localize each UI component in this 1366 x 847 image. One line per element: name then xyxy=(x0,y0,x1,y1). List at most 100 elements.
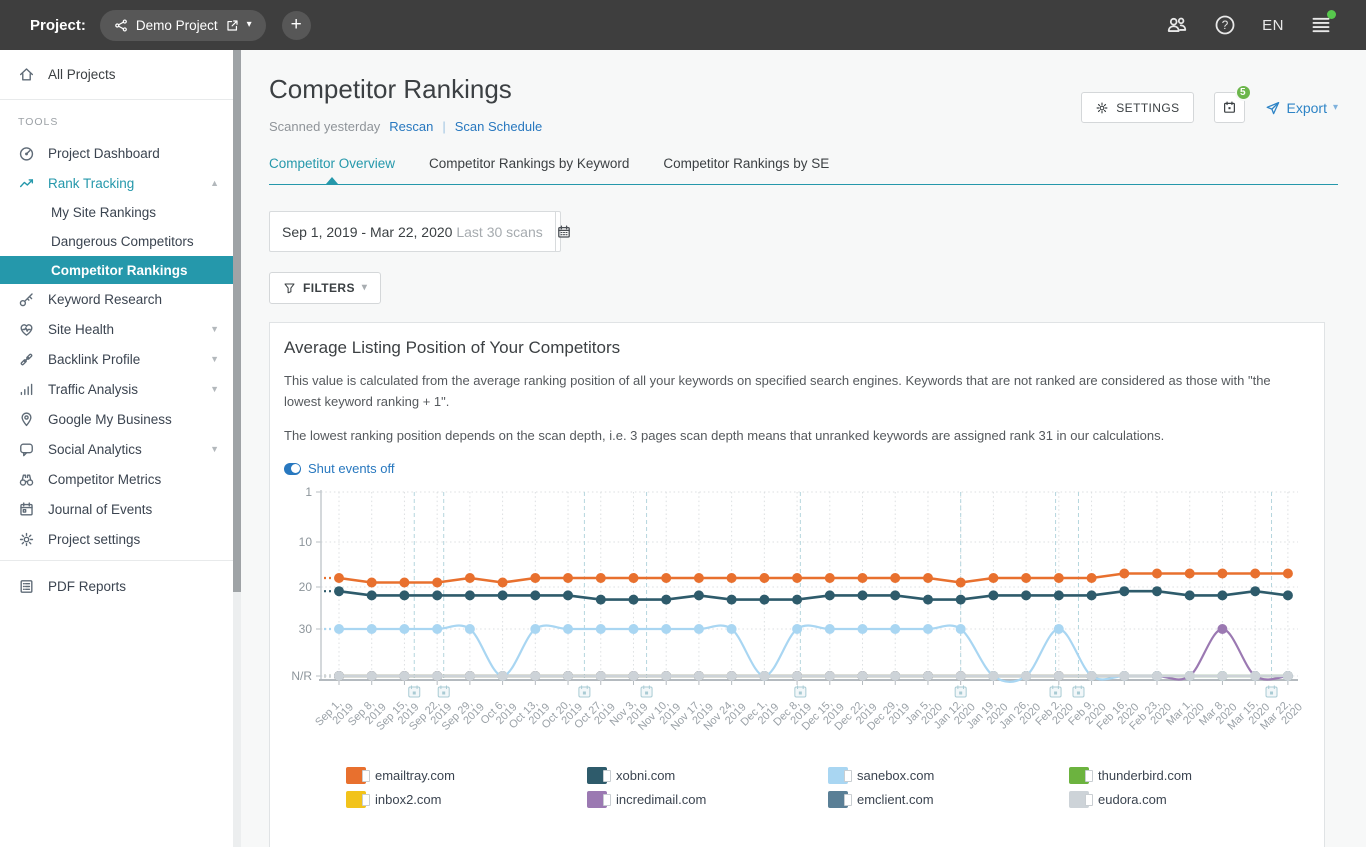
chevron-up-icon: ▲ xyxy=(210,178,219,188)
share-nodes-icon xyxy=(114,18,129,33)
export-button[interactable]: Export ▾ xyxy=(1265,100,1339,116)
date-range-picker[interactable]: Sep 1, 2019 - Mar 22, 2020 Last 30 scans xyxy=(269,211,561,252)
social-icon xyxy=(18,441,35,458)
svg-text:30: 30 xyxy=(299,622,313,636)
legend-swatch xyxy=(828,791,848,808)
legend-label: eudora.com xyxy=(1098,792,1167,807)
legend-item-emailtray-com[interactable]: emailtray.com xyxy=(346,767,587,784)
home-icon xyxy=(18,66,35,83)
legend-swatch xyxy=(1069,791,1089,808)
toggle-icon xyxy=(284,463,301,475)
panel-title: Average Listing Position of Your Competi… xyxy=(284,338,1310,358)
legend-swatch xyxy=(587,767,607,784)
sidebar-item-traffic-analysis[interactable]: Traffic Analysis▼ xyxy=(0,374,233,404)
add-project-button[interactable]: + xyxy=(282,11,311,40)
svg-text:20: 20 xyxy=(299,580,313,594)
svg-text:Mar 22,2020: Mar 22,2020 xyxy=(1258,694,1305,741)
sidebar-item-competitor-rankings[interactable]: Competitor Rankings xyxy=(0,256,233,284)
help-icon[interactable]: ? xyxy=(1214,14,1236,36)
pin-icon xyxy=(18,411,35,428)
top-bar: Project: Demo Project ▾ + ? EN xyxy=(0,0,1366,50)
sidebar-item-pdf-reports[interactable]: PDF Reports xyxy=(0,567,233,605)
sidebar-item-google-my-business[interactable]: Google My Business xyxy=(0,404,233,434)
calendar-icon[interactable] xyxy=(555,211,572,252)
funnel-icon xyxy=(283,282,296,295)
svg-text:1: 1 xyxy=(305,485,312,499)
project-label: Project: xyxy=(30,17,86,34)
sidebar-nav: Project DashboardRank Tracking▲My Site R… xyxy=(0,138,233,554)
sidebar-item-my-site-rankings[interactable]: My Site Rankings xyxy=(0,198,233,227)
gear-icon xyxy=(1095,101,1109,115)
sidebar-item-keyword-research[interactable]: Keyword Research xyxy=(0,284,233,314)
sidebar-item-site-health[interactable]: Site Health▼ xyxy=(0,314,233,344)
users-icon[interactable] xyxy=(1166,14,1188,36)
pdf-reports-icon xyxy=(18,578,35,595)
legend-swatch xyxy=(828,767,848,784)
legend-label: emailtray.com xyxy=(375,768,455,783)
scanned-status: Scanned yesterday xyxy=(269,119,380,134)
date-range-hint: Last 30 scans xyxy=(456,224,542,240)
legend-label: xobni.com xyxy=(616,768,675,783)
legend-item-thunderbird-com[interactable]: thunderbird.com xyxy=(1069,767,1310,784)
rank-icon xyxy=(18,175,35,192)
chevron-down-icon: ▼ xyxy=(210,324,219,334)
gear-icon xyxy=(18,531,35,548)
health-icon xyxy=(18,321,35,338)
sidebar: All Projects TOOLS Project DashboardRank… xyxy=(0,50,233,847)
legend-swatch xyxy=(346,767,366,784)
chevron-down-icon: ▼ xyxy=(210,354,219,364)
sidebar-item-all-projects[interactable]: All Projects xyxy=(0,50,233,99)
notification-dot xyxy=(1327,10,1336,19)
legend-swatch xyxy=(346,791,366,808)
sidebar-item-backlink-profile[interactable]: Backlink Profile▼ xyxy=(0,344,233,374)
journal-icon xyxy=(18,501,35,518)
sidebar-scrollbar[interactable] xyxy=(233,50,241,847)
legend-label: thunderbird.com xyxy=(1098,768,1192,783)
tab-competitor-rankings-by-keyword[interactable]: Competitor Rankings by Keyword xyxy=(429,156,629,184)
svg-text:Sep 1,2019: Sep 1,2019 xyxy=(313,694,356,737)
legend-label: sanebox.com xyxy=(857,768,934,783)
menu-icon[interactable] xyxy=(1310,14,1332,36)
sidebar-item-competitor-metrics[interactable]: Competitor Metrics xyxy=(0,464,233,494)
scan-schedule-link[interactable]: Scan Schedule xyxy=(455,119,542,134)
svg-text:?: ? xyxy=(1222,19,1229,32)
sidebar-item-journal-of-events[interactable]: Journal of Events xyxy=(0,494,233,524)
legend-item-xobni-com[interactable]: xobni.com xyxy=(587,767,828,784)
svg-text:Mar 1,2020: Mar 1,2020 xyxy=(1164,694,1207,737)
competitors-panel: Average Listing Position of Your Competi… xyxy=(269,322,1325,847)
legend-item-inbox2-com[interactable]: inbox2.com xyxy=(346,791,587,808)
external-link-icon[interactable] xyxy=(225,18,240,33)
chevron-down-icon: ▾ xyxy=(1333,103,1338,113)
competitors-chart[interactable]: 1102030N/RSep 1,2019Sep 8,2019Sep 15,201… xyxy=(286,484,1326,767)
chart-area: 1102030N/RSep 1,2019Sep 8,2019Sep 15,201… xyxy=(284,484,1310,767)
events-calendar-button[interactable]: 5 xyxy=(1214,92,1245,123)
rescan-link[interactable]: Rescan xyxy=(389,119,433,134)
chevron-down-icon: ▾ xyxy=(362,283,367,293)
sidebar-item-dangerous-competitors[interactable]: Dangerous Competitors xyxy=(0,227,233,256)
filters-button[interactable]: FILTERS ▾ xyxy=(269,272,381,304)
settings-button[interactable]: SETTINGS xyxy=(1081,92,1193,123)
project-name: Demo Project xyxy=(136,18,218,33)
legend-item-incredimail-com[interactable]: incredimail.com xyxy=(587,791,828,808)
sidebar-item-social-analytics[interactable]: Social Analytics▼ xyxy=(0,434,233,464)
send-icon xyxy=(1265,100,1281,116)
language-selector[interactable]: EN xyxy=(1262,17,1284,34)
dashboard-icon xyxy=(18,145,35,162)
sidebar-item-project-dashboard[interactable]: Project Dashboard xyxy=(0,138,233,168)
tab-competitor-overview[interactable]: Competitor Overview xyxy=(269,156,395,184)
legend-item-sanebox-com[interactable]: sanebox.com xyxy=(828,767,1069,784)
project-selector[interactable]: Demo Project ▾ xyxy=(100,10,266,41)
main-content: Competitor Rankings Scanned yesterday Re… xyxy=(241,50,1366,847)
chevron-down-icon: ▼ xyxy=(210,384,219,394)
legend-label: emclient.com xyxy=(857,792,934,807)
sidebar-item-project-settings[interactable]: Project settings xyxy=(0,524,233,554)
scrollbar-thumb[interactable] xyxy=(233,50,241,592)
tools-section-label: TOOLS xyxy=(0,100,233,138)
sidebar-item-rank-tracking[interactable]: Rank Tracking▲ xyxy=(0,168,233,198)
legend-item-eudora-com[interactable]: eudora.com xyxy=(1069,791,1310,808)
tab-competitor-rankings-by-se[interactable]: Competitor Rankings by SE xyxy=(663,156,829,184)
legend-item-emclient-com[interactable]: emclient.com xyxy=(828,791,1069,808)
panel-description-1: This value is calculated from the averag… xyxy=(284,371,1310,413)
binoculars-icon xyxy=(18,471,35,488)
shut-events-toggle[interactable]: Shut events off xyxy=(284,461,1310,476)
